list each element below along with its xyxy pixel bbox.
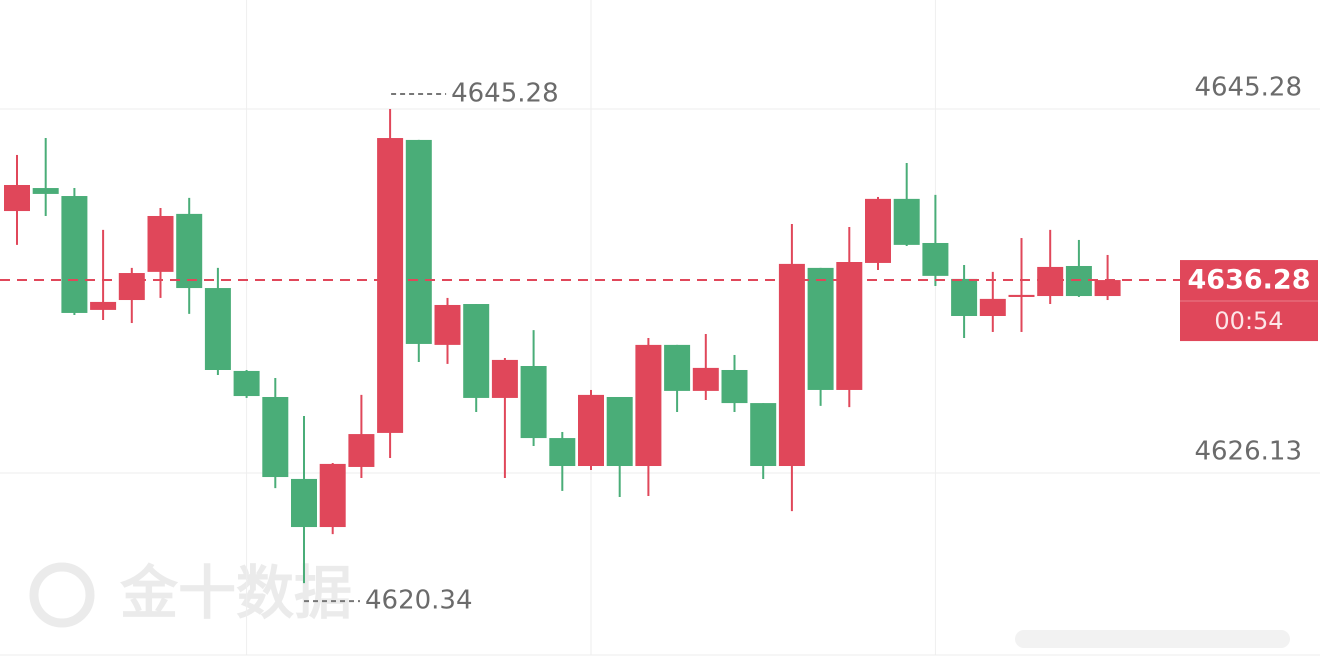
- current-price-label: 4636.28: [1188, 265, 1311, 296]
- candle-body: [319, 463, 346, 528]
- candle-body: [836, 262, 863, 390]
- candle-body: [90, 301, 117, 310]
- candle-body: [606, 396, 633, 467]
- candle-body: [348, 434, 375, 467]
- scroll-indicator: [1015, 630, 1290, 648]
- candle-body: [520, 366, 547, 439]
- candle-body: [979, 298, 1006, 316]
- candle-body: [1008, 294, 1035, 297]
- candle-body: [778, 263, 805, 467]
- candle-body: [893, 198, 920, 245]
- candle-body: [377, 138, 404, 433]
- watermark-text: 金十数据: [120, 559, 352, 627]
- price-tag: [1180, 260, 1318, 342]
- candle-body: [291, 478, 317, 528]
- candle-body: [463, 304, 490, 398]
- candle-body: [721, 369, 748, 404]
- candle-body: [1037, 266, 1064, 297]
- candle-body: [61, 196, 88, 313]
- candle-body: [32, 188, 59, 194]
- max-label: 4645.28: [451, 78, 559, 108]
- y-tick-label: 4645.28: [1194, 72, 1302, 102]
- watermark: 金十数据: [29, 559, 352, 628]
- candle-body: [176, 213, 203, 289]
- candle-body: [865, 198, 891, 263]
- candle-body: [262, 396, 289, 478]
- y-tick-label: 4626.13: [1194, 437, 1302, 467]
- candle-body: [578, 394, 604, 467]
- candle-body: [664, 344, 691, 391]
- candle-body: [204, 288, 231, 370]
- candle-body: [951, 278, 978, 316]
- candle-body: [750, 403, 777, 467]
- candle-body: [4, 184, 30, 212]
- min-label: 4620.34: [365, 586, 473, 616]
- candle-body: [233, 370, 260, 397]
- candle-body: [922, 242, 949, 276]
- candle-body: [405, 139, 432, 344]
- candle-body: [491, 359, 518, 398]
- candle-body: [147, 215, 174, 272]
- candle-body: [1094, 280, 1121, 297]
- candle-body: [118, 273, 145, 301]
- candle-body: [635, 344, 662, 467]
- watermark-logo: [29, 562, 95, 628]
- candle-body: [549, 438, 576, 467]
- candle-body: [434, 304, 461, 345]
- candle-body: [692, 367, 719, 391]
- countdown-label: 00:54: [1214, 307, 1283, 335]
- candle-body: [807, 267, 834, 390]
